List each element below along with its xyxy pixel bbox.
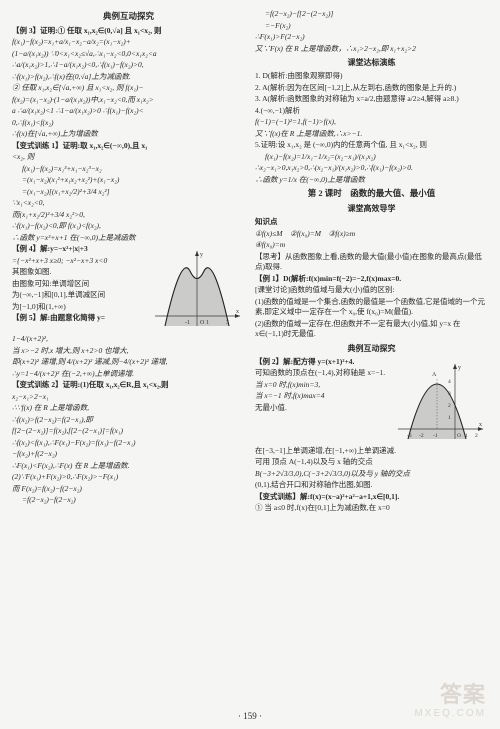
answer-5: 5.证明:设 x₁,x₂ 是 (−∞,0)内的任意两个值, 且 x₁<x₂, 则 <box>255 140 488 151</box>
knowledge-point: 知识点 <box>255 217 488 228</box>
math-line: ∴f(x₁)−f(x₂)<0,即 f(x₁)<f(x₂), <box>12 221 245 232</box>
text-line: 在[−3,−1]上单调递增,在[−1,+∞)上单调递减. <box>255 446 488 457</box>
answer-1: 1. D(解析:由图象观察即得) <box>255 71 488 82</box>
svg-text:x: x <box>479 422 482 428</box>
math-line: ∴函数 y=1/x 在(−∞,0)上是增函数 <box>255 175 488 186</box>
graph-parabola-down: A O -3 -2 -1 1 2 1 2 3 4 x y <box>393 359 488 444</box>
math-line: ∴f(x₂)>f(2−x₂)=f(2−x₁),即 <box>12 415 245 426</box>
svg-text:1: 1 <box>465 433 468 439</box>
math-line: ∴f(x)在[√a,+∞)上为增函数 <box>12 129 245 140</box>
svg-text:-1: -1 <box>185 320 190 326</box>
lesson-title: 第 2 课时 函数的最大值、最小值 <box>255 188 488 200</box>
svg-text:y: y <box>200 252 203 258</box>
math-line: (1−a/(x₁x₂)) ∵0<x₁<x₂≤√a,∴x₁−x₂<0,0<x₁x₂… <box>12 49 245 60</box>
math-line: =(x₁−x₂)[(x₁+x₂/2)²+3/4 x₂²] <box>12 187 245 198</box>
text-line: ① 当 a≤0 时,f(x)在[0,1]上为减函数,在 x=0 <box>255 503 488 514</box>
math-line: ∵x₁<x₂<0, <box>12 198 245 209</box>
math-line: f(−1)=(−1)²=1,f(−1)>f(x), <box>255 117 488 128</box>
text-line: (2)函数的值域一定存在,但函数并不一定有最大(小)值,如 y=x 在 x∈(−… <box>255 319 488 340</box>
math-line: ∴F(x₁)>F(2−x₂) <box>255 32 488 43</box>
discussion: [课堂讨论]函数的值域与最大(小)值的区别: <box>255 285 488 296</box>
svg-text:1: 1 <box>448 415 451 421</box>
math-line: ∴x₂−x₁>0,x₁x₂>0,∴(x₂−x₁)/(x₁x₂)>0,∴f(x₁)… <box>255 163 488 174</box>
math-line: 又∵F(x) 在 R 上是增函数，∴x₁>2−x₂,即 x₁+x₂>2 <box>255 44 488 55</box>
svg-text:O: O <box>200 320 205 326</box>
math-line: f(x₁)−f(x₂)=x₁+a/x₁−x₂−a/x₂=(x₁−x₂)+ <box>12 37 245 48</box>
math-line: =(x₁−x₂)(x₁²+x₁x₂+x₂²)+(x₁−x₂) <box>12 175 245 186</box>
math-line: 而(x₁+x₂/2)²+3/4 x₂²>0, <box>12 210 245 221</box>
math-line: <x₂, 则 <box>12 152 245 163</box>
answer-2: 2. A(解析:因为在区间[−1,2]上,从左到右,函数的图象是上升的.) <box>255 83 488 94</box>
section-title-left: 典例互动探究 <box>12 11 245 23</box>
math-line: (2)∵F(x₁)+F(x₂)>0,∴F(x₂)>−F(x₁) <box>12 472 245 483</box>
svg-text:-2: -2 <box>419 433 424 439</box>
math-line: 而 F(x₂)=f(x₂)−f(2−x₂) <box>12 484 245 495</box>
svg-text:1: 1 <box>206 320 209 326</box>
answer-4: 4.(−∞,−1)解析 <box>255 106 488 117</box>
math-line: x₂−x₁>2−x₁ <box>12 392 245 403</box>
math-line: 1−4/(x+2)², <box>12 334 245 345</box>
math-line: −f(x₂)+f(2−x₂) <box>12 449 245 460</box>
svg-text:3: 3 <box>448 391 451 397</box>
svg-text:-1: -1 <box>433 433 438 439</box>
variant-2: 【变式训练 2】证明:(1)任取 x₁,x₂∈R,且 x₁<x₂,则 <box>12 380 245 391</box>
math-line: f(x₂)=(x₁−x₂)·(1−a/(x₁x₂))中,x₁−x₂<0,而 x₁… <box>12 95 245 106</box>
math-line: =f(2−x₂)−f(2−x₂) <box>12 495 245 506</box>
svg-text:A: A <box>432 372 437 378</box>
svg-text:4: 4 <box>448 379 451 385</box>
math-line: 0,∴f(x₁)<f(x₂) <box>12 118 245 129</box>
math-line: f(x₁)−f(x₂)=1/x₁−1/x₂=(x₂−x₁)/(x₁x₂) <box>255 152 488 163</box>
text-line: 可用 顶点 A(−1,4)以及与 x 轴的交点 <box>255 457 488 468</box>
math-line: ∴a/(x₁x₂)>1,∴1−a/(x₁x₂)<0,∴f(x₁)−f(x₂)>0… <box>12 60 245 71</box>
svg-text:-3: -3 <box>407 433 412 439</box>
math-line: =−F(x₂) <box>255 21 488 32</box>
subtitle-kt: 课堂达标演练 <box>255 57 488 68</box>
math-line: ∴y=1−4/(x+2)² 在(−2,+∞)上单调递增. <box>12 369 245 380</box>
variant-right: 【变式训练】解:f(x)=(x−a)²+a²−a+1,x∈[0,1]. <box>255 492 488 503</box>
thinking: 【思考】从函数图象上看,函数的最大值(最小值)在图象的最高点(最低点)取得. <box>255 252 488 273</box>
svg-text:x: x <box>236 309 239 315</box>
math-line: ② 任取 x₁,x₂∈[√a,+∞) 且 x₁<x₂, 则 f(x₁)− <box>12 83 245 94</box>
text-line: (0,1),结合开口和对称轴作出图,如图. <box>255 480 488 491</box>
math-line: f[2−(2−x₂)]=f(x₂),f[2−(2−x₁)]=f(x₁) <box>12 426 245 437</box>
example-1-right: 【例 1】D(解析:f(x)min=f(−2)=−2,f(x)max=0. <box>255 274 488 285</box>
graph-parabola-w: O -1 1 3 x y <box>150 246 245 331</box>
svg-text:2: 2 <box>448 403 451 409</box>
right-column: =f(2−x₂)−f[2−(2−x₂)] =−F(x₂) ∴F(x₁)>F(2−… <box>255 8 488 515</box>
left-column: 典例互动探究 【例 3】证明:① 任取 x₁,x₂∈(0,√a] 且 x₁<x₂… <box>12 8 245 515</box>
svg-text:O: O <box>457 433 461 439</box>
math-line: a ∴a/(x₁x₂)<1 ∴1−a/(x₁x₂)>0 ∴f(x₁)−f(x₂)… <box>12 106 245 117</box>
math-line: 又∵f(x)在 R 上是增函数,∴x>−1. <box>255 129 488 140</box>
subtitle-gx: 课堂高效导学 <box>255 203 488 214</box>
math-line: ①f(x)≤M ②f(x₀)=M ③f(x)≥m <box>255 229 488 240</box>
subtitle-dl: 典例互动探究 <box>255 343 488 354</box>
math-line: ④f(x₀)=m <box>255 240 488 251</box>
math-line: B(−3+2√3/3,0),C(−3+2√3/3,0)以及与 y 轴的交点 <box>255 469 488 480</box>
svg-text:2: 2 <box>475 433 478 439</box>
svg-text:y: y <box>458 365 461 371</box>
example-3: 【例 3】证明:① 任取 x₁,x₂∈(0,√a] 且 x₁<x₂, 则 <box>12 26 245 37</box>
answer-3: 3. A(解析:函数图象的对称轴为 x=a/2,由题意得 a/2≥4,解得 a≥… <box>255 94 488 105</box>
math-line: =f(2−x₂)−f[2−(2−x₂)] <box>255 9 488 20</box>
math-line: ∴f(x₁)>f(x₂),∴f(x)在(0,√a]上为减函数. <box>12 72 245 83</box>
math-line: ∴F(x₁)<F(x₂),∴F(x) 在 R 上是增函数. <box>12 461 245 472</box>
math-line: f(x₁)−f(x₂)=x₁³+x₁−x₂³−x₂ <box>12 164 245 175</box>
svg-text:3: 3 <box>226 320 229 326</box>
math-line: ∴f(x₂)<f(x₁),∴F(x₁)−F(x₂)=f(x₁)−f(2−x₁) <box>12 438 245 449</box>
math-line: 当 x>−2 时,x 增大,则 x+2>0 也增大, <box>12 346 245 357</box>
math-line: 即(x+2)² 递增,则 4/(x+2)² 递减,则−4/(x+2)² 递增, <box>12 357 245 368</box>
math-line: ∴函数 y=x³+x+1 在(−∞,0)上是减函数 <box>12 233 245 244</box>
variant-1: 【变式训练 1】证明:取 x₁,x₂∈(−∞,0),且 x₁ <box>12 141 245 152</box>
watermark-sub: MXEQ.COM <box>414 707 486 721</box>
text-line: (1)函数的值域是一个集合,函数的最值是一个函数值,它是值域的一个元素,即定义域… <box>255 297 488 318</box>
math-line: ∴∵f(x) 在 R 上是增函数, <box>12 403 245 414</box>
